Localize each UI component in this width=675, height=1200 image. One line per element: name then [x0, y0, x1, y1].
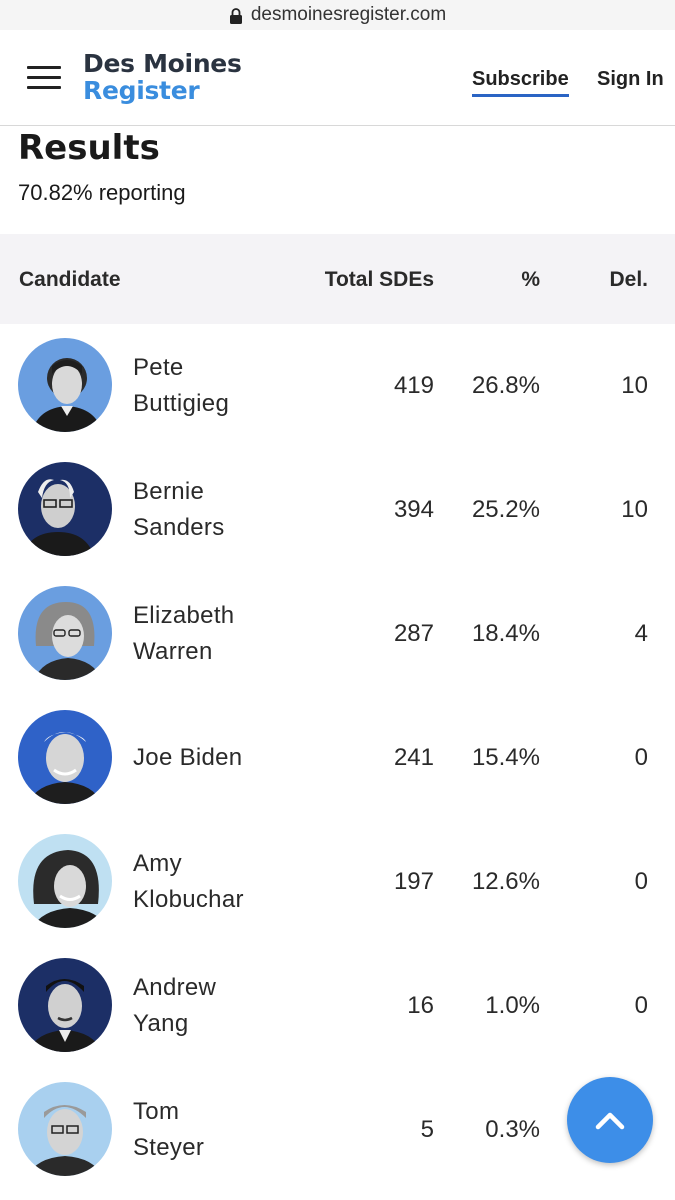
cell-total-sdes: 419	[393, 372, 434, 399]
candidate-photo-icon	[18, 338, 112, 432]
table-row: Bernie Sanders 394 25.2% 10	[0, 448, 675, 572]
cell-delegates: 0	[634, 992, 648, 1019]
cell-percent: 0.3%	[485, 1116, 540, 1143]
cell-percent: 18.4%	[471, 620, 540, 647]
logo-line-2: Register	[83, 76, 200, 105]
lock-icon	[229, 8, 243, 24]
candidate-name: Bernie Sanders	[133, 474, 225, 546]
candidate-last-name: Buttigieg	[133, 390, 230, 417]
chevron-up-icon	[595, 1112, 625, 1130]
candidate-name: Pete Buttigieg	[133, 350, 229, 422]
candidate-first-name: Andrew	[133, 974, 217, 1001]
page-title: Results	[18, 128, 160, 168]
cell-total-sdes: 5	[420, 1116, 434, 1143]
candidate-photo-icon	[18, 834, 112, 928]
candidate-last-name: Yang	[133, 1010, 189, 1037]
cell-total-sdes: 241	[393, 744, 434, 771]
candidate-photo-icon	[18, 462, 112, 556]
cell-delegates: 0	[634, 744, 648, 771]
results-table-header: Candidate Total SDEs % Del.	[0, 234, 675, 324]
cell-delegates: 10	[621, 496, 648, 523]
cell-percent: 1.0%	[485, 992, 540, 1019]
cell-delegates: 0	[634, 868, 648, 895]
candidate-first-name: Amy	[133, 850, 182, 877]
hamburger-icon[interactable]	[27, 66, 61, 90]
candidate-photo-icon	[18, 586, 112, 680]
cell-delegates: 10	[621, 372, 648, 399]
cell-delegates: 4	[634, 620, 648, 647]
table-row: Tom Steyer 5 0.3%	[0, 1068, 675, 1192]
candidate-name: Joe Biden	[133, 744, 243, 771]
cell-total-sdes: 287	[393, 620, 434, 647]
candidate-name: Amy Klobuchar	[133, 846, 244, 918]
table-row: Pete Buttigieg 419 26.8% 10	[0, 324, 675, 448]
site-header: Des Moines Register Subscribe Sign In	[0, 30, 675, 126]
candidate-last-name: Klobuchar	[133, 886, 244, 913]
column-header-total-sdes: Total SDEs	[324, 268, 434, 291]
column-header-delegates: Del.	[609, 268, 648, 291]
site-logo[interactable]: Des Moines Register	[83, 50, 242, 104]
candidate-name: Andrew Yang	[133, 970, 216, 1042]
candidate-last-name: Steyer	[133, 1134, 205, 1161]
column-header-percent: %	[521, 268, 540, 291]
candidate-name: Elizabeth Warren	[133, 598, 234, 670]
cell-total-sdes: 197	[393, 868, 434, 895]
back-to-top-button[interactable]	[567, 1077, 653, 1163]
candidate-last-name: Warren	[133, 638, 213, 665]
browser-url-bar[interactable]: desmoinesregister.com	[0, 0, 675, 30]
table-row: Amy Klobuchar 197 12.6% 0	[0, 820, 675, 944]
table-row: Andrew Yang 16 1.0% 0	[0, 944, 675, 1068]
subscribe-link[interactable]: Subscribe	[472, 68, 569, 97]
candidate-photo-icon	[18, 710, 112, 804]
table-row: Elizabeth Warren 287 18.4% 4	[0, 572, 675, 696]
candidate-name: Tom Steyer	[133, 1094, 204, 1166]
column-header-candidate: Candidate	[19, 268, 121, 291]
candidate-photo-icon	[18, 958, 112, 1052]
cell-percent: 26.8%	[471, 372, 540, 399]
candidate-first-name: Tom	[133, 1098, 180, 1125]
cell-percent: 15.4%	[471, 744, 540, 771]
candidate-first-name: Elizabeth	[133, 602, 235, 629]
logo-line-1: Des Moines	[83, 49, 242, 78]
sign-in-link[interactable]: Sign In	[597, 68, 664, 90]
candidate-photo-icon	[18, 1082, 112, 1176]
cell-percent: 25.2%	[471, 496, 540, 523]
cell-total-sdes: 394	[393, 496, 434, 523]
candidate-first-name: Pete	[133, 354, 184, 381]
cell-total-sdes: 16	[407, 992, 434, 1019]
table-row: Joe Biden 241 15.4% 0	[0, 696, 675, 820]
candidate-first-name: Bernie	[133, 478, 205, 505]
reporting-status: 70.82% reporting	[18, 180, 186, 205]
candidate-last-name: Sanders	[133, 514, 225, 541]
cell-percent: 12.6%	[471, 868, 540, 895]
url-text: desmoinesregister.com	[250, 4, 447, 25]
